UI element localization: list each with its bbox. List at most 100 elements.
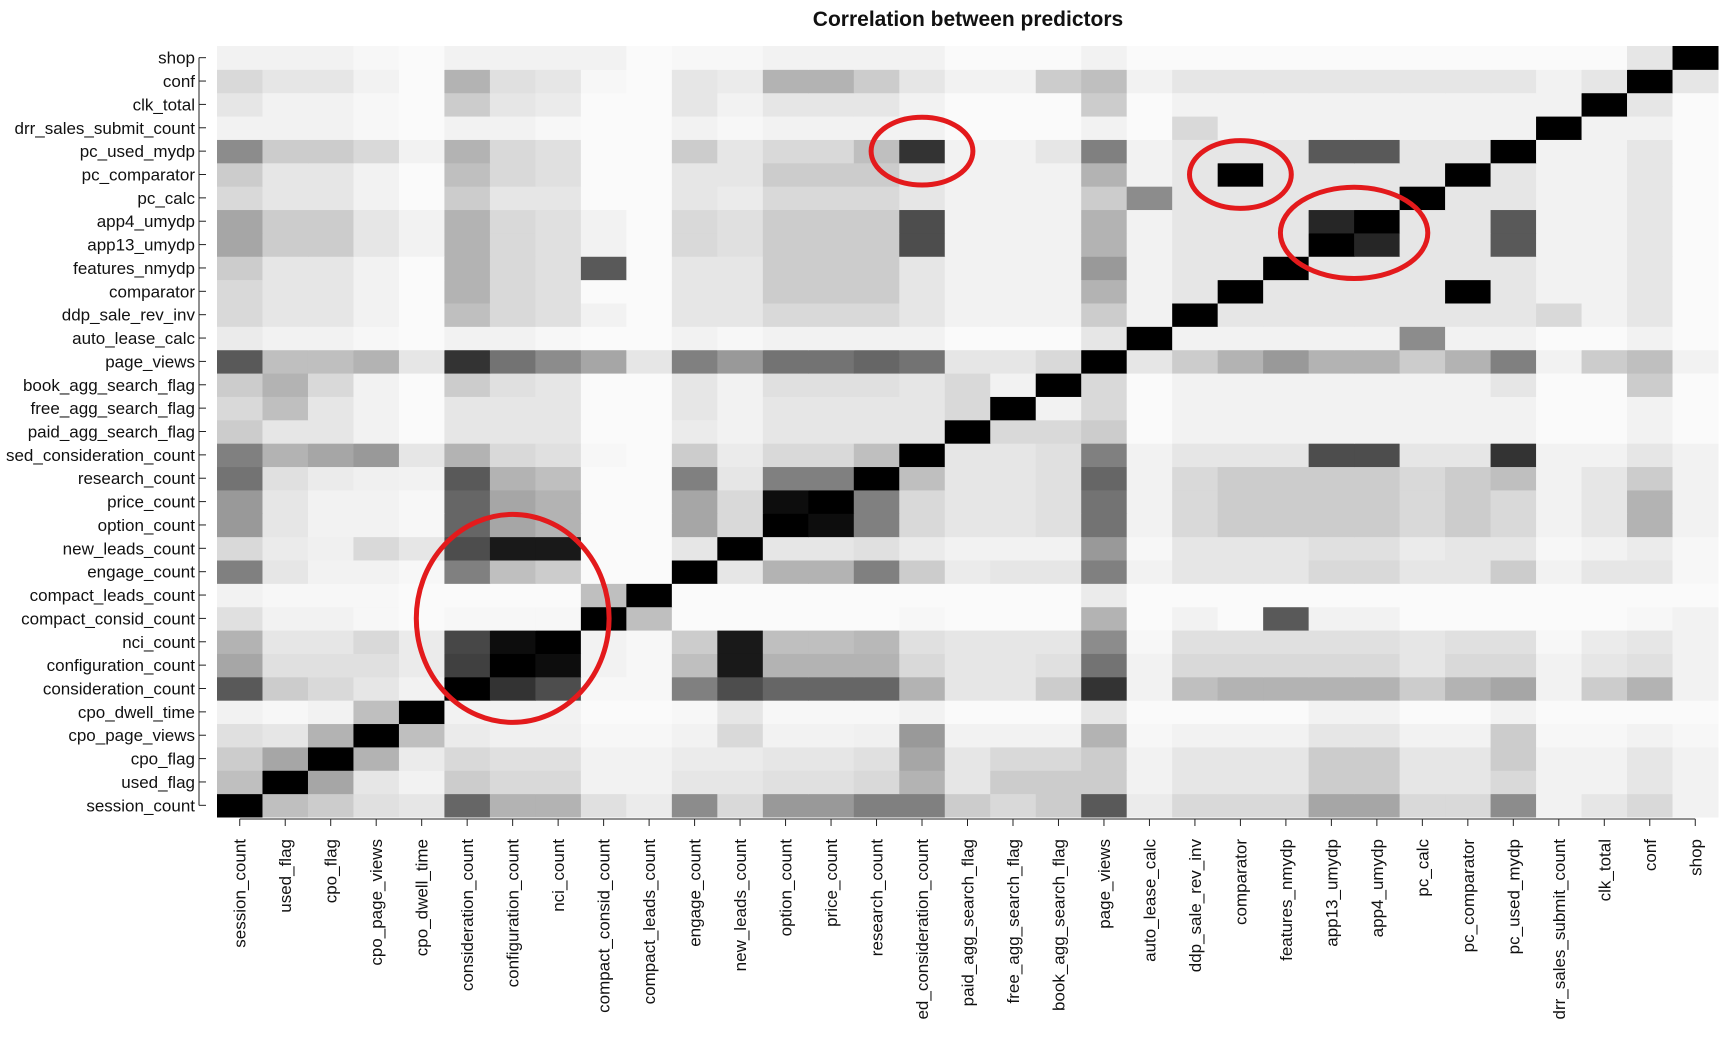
heatmap-cell (535, 303, 582, 327)
heatmap-cell (1354, 443, 1401, 468)
heatmap-cell (489, 723, 536, 748)
heatmap-cell (1035, 256, 1082, 281)
heatmap-cell (1126, 583, 1173, 608)
heatmap-cell (899, 256, 946, 281)
heatmap-cell (580, 700, 627, 725)
heatmap-cell (1308, 583, 1355, 608)
heatmap-cell (853, 326, 900, 351)
heatmap-cell (1445, 723, 1492, 748)
heatmap-cell (1672, 69, 1719, 94)
heatmap-cell (1490, 186, 1537, 211)
heatmap-cell (1490, 793, 1537, 818)
heatmap-cell (1263, 69, 1310, 94)
heatmap-cell (990, 536, 1037, 561)
heatmap-cell (1081, 373, 1128, 397)
heatmap-cell (1308, 700, 1355, 725)
heatmap-cell (444, 560, 491, 584)
heatmap-cell (353, 489, 400, 514)
heatmap-cell (1172, 630, 1219, 654)
heatmap-cell (1672, 349, 1719, 374)
heatmap-cell (444, 139, 491, 164)
heatmap-cell (489, 419, 536, 444)
heatmap-cell (944, 46, 991, 70)
heatmap-cell (626, 256, 673, 281)
heatmap-cell (398, 466, 445, 491)
heatmap-cell (990, 396, 1037, 421)
heatmap-cell (1217, 653, 1264, 678)
heatmap-cell (1627, 186, 1674, 211)
heatmap-cell (990, 443, 1037, 468)
heatmap-cell (444, 770, 491, 795)
heatmap-cell (990, 653, 1037, 678)
heatmap-cell (1308, 373, 1355, 397)
heatmap-cell (1126, 443, 1173, 468)
x-tick-label: pc_used_mydp (1504, 839, 1523, 954)
heatmap-cell (535, 583, 582, 608)
heatmap-cell (899, 746, 946, 771)
heatmap-cell (1172, 139, 1219, 164)
heatmap-cell (1581, 536, 1628, 561)
heatmap-cell (1172, 443, 1219, 468)
heatmap-cell (1627, 396, 1674, 421)
heatmap-cell (808, 139, 855, 164)
heatmap-cell (1627, 139, 1674, 164)
heatmap-cell (1672, 162, 1719, 187)
heatmap-cell (853, 256, 900, 281)
heatmap-cell (762, 326, 809, 351)
heatmap-cell (1672, 232, 1719, 257)
heatmap-cell (1399, 46, 1446, 70)
heatmap-cell (853, 466, 900, 491)
heatmap-cell (762, 653, 809, 678)
heatmap-cell (1217, 536, 1264, 561)
heatmap-cell (580, 560, 627, 584)
heatmap-cell (1172, 513, 1219, 538)
heatmap-cell (1627, 793, 1674, 818)
heatmap-cell (1672, 746, 1719, 771)
heatmap-cell (671, 606, 718, 631)
heatmap-cell (262, 770, 309, 795)
heatmap-cell (1672, 770, 1719, 795)
heatmap-cell (1490, 723, 1537, 748)
y-tick-label: pc_calc (137, 189, 195, 208)
heatmap-cell (262, 232, 309, 257)
heatmap-cell (1126, 746, 1173, 771)
heatmap-cell (853, 700, 900, 725)
heatmap-cell (853, 443, 900, 468)
heatmap-cell (1081, 746, 1128, 771)
heatmap-cell (398, 279, 445, 304)
heatmap-cell (1445, 396, 1492, 421)
heatmap-cell (1308, 232, 1355, 257)
heatmap-cell (1627, 162, 1674, 187)
heatmap-cell (853, 46, 900, 70)
heatmap-cell (1263, 92, 1310, 117)
heatmap-cell (1308, 513, 1355, 538)
heatmap-cell (762, 279, 809, 304)
heatmap-cells (217, 46, 1719, 818)
heatmap-cell (353, 279, 400, 304)
heatmap-cell (626, 373, 673, 397)
heatmap-cell (899, 139, 946, 164)
heatmap-cell (1217, 373, 1264, 397)
heatmap-cell (444, 326, 491, 351)
heatmap-cell (1126, 209, 1173, 234)
heatmap-cell (899, 793, 946, 818)
heatmap-cell (1263, 653, 1310, 678)
heatmap-cell (1445, 536, 1492, 561)
heatmap-cell (489, 46, 536, 70)
x-tick-label: price_count (822, 839, 841, 927)
heatmap-cell (1035, 162, 1082, 187)
heatmap-cell (671, 770, 718, 795)
heatmap-cell (1081, 419, 1128, 444)
heatmap-cell (1172, 279, 1219, 304)
heatmap-cell (217, 653, 263, 678)
heatmap-cell (990, 303, 1037, 327)
heatmap-cell (1263, 232, 1310, 257)
heatmap-cell (853, 349, 900, 374)
heatmap-cell (626, 606, 673, 631)
heatmap-cell (262, 793, 309, 818)
heatmap-cell (1490, 466, 1537, 491)
heatmap-cell (1490, 770, 1537, 795)
heatmap-cell (808, 676, 855, 701)
heatmap-cell (853, 583, 900, 608)
heatmap-cell (262, 139, 309, 164)
